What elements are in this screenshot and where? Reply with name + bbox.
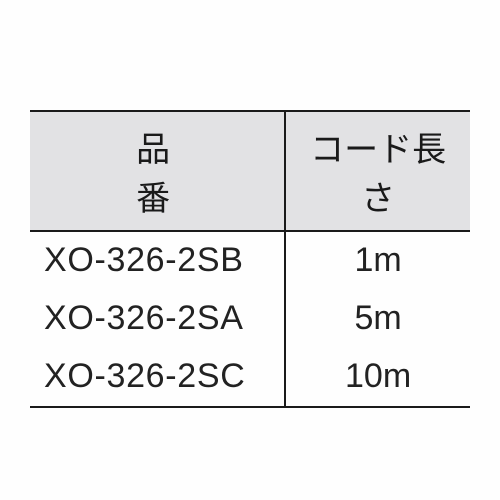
cell-cord-length: 1m [285,231,470,290]
col-header-cord-length: コード長さ [285,111,470,231]
table-row: XO-326-2SB 1m [30,231,470,290]
table-header-row: 品 番 コード長さ [30,111,470,231]
table-row: XO-326-2SC 10m [30,348,470,407]
col-header-part-number: 品 番 [30,111,285,231]
cell-part-number: XO-326-2SA [30,290,285,348]
cell-part-number: XO-326-2SB [30,231,285,290]
cell-cord-length: 5m [285,290,470,348]
spec-table: 品 番 コード長さ XO-326-2SB 1m XO-326-2SA 5m XO… [30,110,470,408]
cell-part-number: XO-326-2SC [30,348,285,407]
table-row: XO-326-2SA 5m [30,290,470,348]
cell-cord-length: 10m [285,348,470,407]
